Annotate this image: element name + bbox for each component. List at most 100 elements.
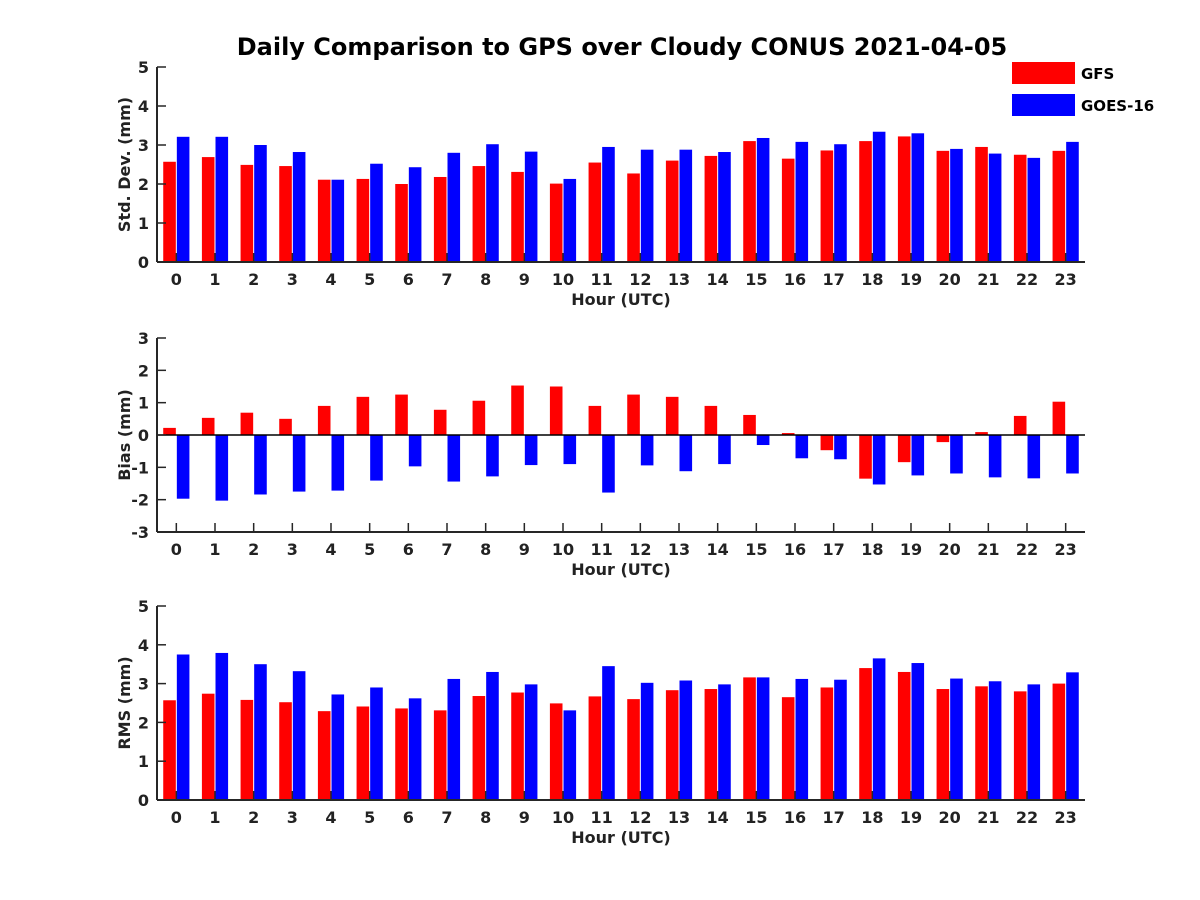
x-tick-label: 17 bbox=[823, 808, 845, 827]
bar-gfs-hour-16 bbox=[781, 158, 795, 262]
bar-goes-16-hour-8 bbox=[486, 671, 499, 800]
x-tick-label: 6 bbox=[403, 540, 414, 559]
bar-goes-16-hour-7 bbox=[447, 678, 461, 800]
bar-gfs-hour-17 bbox=[820, 150, 834, 262]
y-tick-label: -1 bbox=[131, 458, 149, 477]
x-tick-label: 8 bbox=[480, 270, 491, 289]
bar-gfs-hour-13 bbox=[665, 396, 679, 435]
legend-item-gfs: GFS bbox=[1012, 62, 1114, 84]
bar-gfs-hour-18 bbox=[859, 668, 872, 800]
bar-goes-16-hour-13 bbox=[679, 680, 693, 800]
x-tick-label: 6 bbox=[403, 808, 414, 827]
y-tick-label: 5 bbox=[138, 597, 149, 616]
bar-gfs-hour-16 bbox=[781, 697, 795, 800]
bar-goes-16-hour-4 bbox=[331, 179, 345, 262]
x-tick-label: 10 bbox=[552, 270, 574, 289]
chart-title: Daily Comparison to GPS over Cloudy CONU… bbox=[237, 33, 1008, 61]
bar-goes-16-hour-20 bbox=[950, 435, 963, 474]
bar-goes-16-hour-20 bbox=[950, 678, 963, 800]
bar-gfs-hour-20 bbox=[936, 150, 950, 262]
bar-goes-16-hour-4 bbox=[331, 435, 345, 491]
x-tick-label: 4 bbox=[325, 270, 336, 289]
bar-goes-16-hour-3 bbox=[292, 671, 306, 800]
bar-goes-16-hour-21 bbox=[988, 153, 1002, 262]
x-tick-label: 14 bbox=[707, 270, 729, 289]
x-tick-label: 3 bbox=[287, 808, 298, 827]
x-tick-label: 0 bbox=[171, 540, 182, 559]
x-tick-label: 2 bbox=[248, 808, 259, 827]
x-tick-label: 20 bbox=[939, 270, 961, 289]
x-tick-label: 1 bbox=[209, 808, 220, 827]
bar-gfs-hour-9 bbox=[511, 385, 524, 435]
bar-gfs-hour-23 bbox=[1052, 150, 1066, 262]
bar-gfs-hour-5 bbox=[356, 706, 370, 800]
x-axis-label: Hour (UTC) bbox=[571, 560, 671, 579]
y-tick-label: 0 bbox=[138, 791, 149, 810]
x-tick-label: 12 bbox=[629, 540, 651, 559]
bar-goes-16-hour-2 bbox=[254, 664, 267, 800]
bar-goes-16-hour-22 bbox=[1027, 684, 1041, 800]
x-tick-label: 19 bbox=[900, 540, 922, 559]
bar-goes-16-hour-18 bbox=[872, 658, 886, 800]
x-tick-label: 5 bbox=[364, 540, 375, 559]
y-tick-label: 2 bbox=[138, 175, 149, 194]
bar-gfs-hour-10 bbox=[549, 386, 563, 435]
x-tick-label: 13 bbox=[668, 540, 690, 559]
bar-goes-16-hour-7 bbox=[447, 152, 461, 262]
y-tick-label: 0 bbox=[138, 253, 149, 272]
x-tick-label: 20 bbox=[939, 540, 961, 559]
bar-goes-16-hour-1 bbox=[215, 652, 229, 800]
x-axis-label: Hour (UTC) bbox=[571, 290, 671, 309]
x-tick-label: 0 bbox=[171, 270, 182, 289]
bar-goes-16-hour-11 bbox=[602, 435, 615, 493]
bar-gfs-hour-14 bbox=[704, 405, 718, 435]
bar-gfs-hour-5 bbox=[356, 396, 370, 435]
bar-gfs-hour-3 bbox=[279, 166, 292, 262]
bar-gfs-hour-8 bbox=[472, 696, 486, 800]
x-tick-label: 23 bbox=[1055, 540, 1077, 559]
y-tick-label: -3 bbox=[131, 523, 149, 542]
bar-gfs-hour-20 bbox=[936, 689, 950, 800]
bar-gfs-hour-10 bbox=[549, 183, 563, 262]
legend-swatch bbox=[1012, 94, 1075, 116]
bar-gfs-hour-17 bbox=[820, 687, 834, 800]
x-tick-label: 11 bbox=[591, 808, 613, 827]
x-tick-label: 16 bbox=[784, 540, 806, 559]
bar-goes-16-hour-10 bbox=[563, 710, 577, 800]
bar-goes-16-hour-0 bbox=[176, 654, 190, 800]
bar-goes-16-hour-9 bbox=[524, 151, 538, 262]
x-tick-label: 15 bbox=[745, 270, 767, 289]
x-tick-label: 21 bbox=[977, 808, 999, 827]
x-tick-label: 13 bbox=[668, 270, 690, 289]
series-goes-16 bbox=[176, 652, 1079, 800]
bar-goes-16-hour-12 bbox=[640, 682, 654, 800]
bar-gfs-hour-3 bbox=[279, 702, 292, 800]
bar-goes-16-hour-10 bbox=[563, 435, 577, 465]
bar-gfs-hour-18 bbox=[859, 141, 872, 262]
bar-goes-16-hour-14 bbox=[718, 684, 731, 800]
x-tick-label: 1 bbox=[209, 270, 220, 289]
bar-goes-16-hour-18 bbox=[872, 435, 886, 485]
x-tick-label: 2 bbox=[248, 540, 259, 559]
bar-gfs-hour-2 bbox=[240, 164, 254, 262]
bar-goes-16-hour-14 bbox=[718, 152, 731, 262]
bar-goes-16-hour-23 bbox=[1066, 435, 1079, 474]
bar-goes-16-hour-0 bbox=[176, 435, 190, 499]
bar-gfs-hour-19 bbox=[897, 136, 911, 262]
x-tick-label: 17 bbox=[823, 540, 845, 559]
bar-gfs-hour-13 bbox=[665, 690, 679, 800]
bar-goes-16-hour-14 bbox=[718, 435, 731, 465]
x-tick-label: 4 bbox=[325, 808, 336, 827]
bar-goes-16-hour-20 bbox=[950, 148, 963, 262]
bar-gfs-hour-21 bbox=[975, 686, 988, 800]
x-tick-label: 10 bbox=[552, 540, 574, 559]
bar-gfs-hour-11 bbox=[588, 696, 602, 800]
bar-gfs-hour-2 bbox=[240, 699, 254, 800]
bar-goes-16-hour-7 bbox=[447, 435, 461, 482]
bar-goes-16-hour-1 bbox=[215, 435, 229, 501]
series-goes-16 bbox=[176, 131, 1079, 262]
